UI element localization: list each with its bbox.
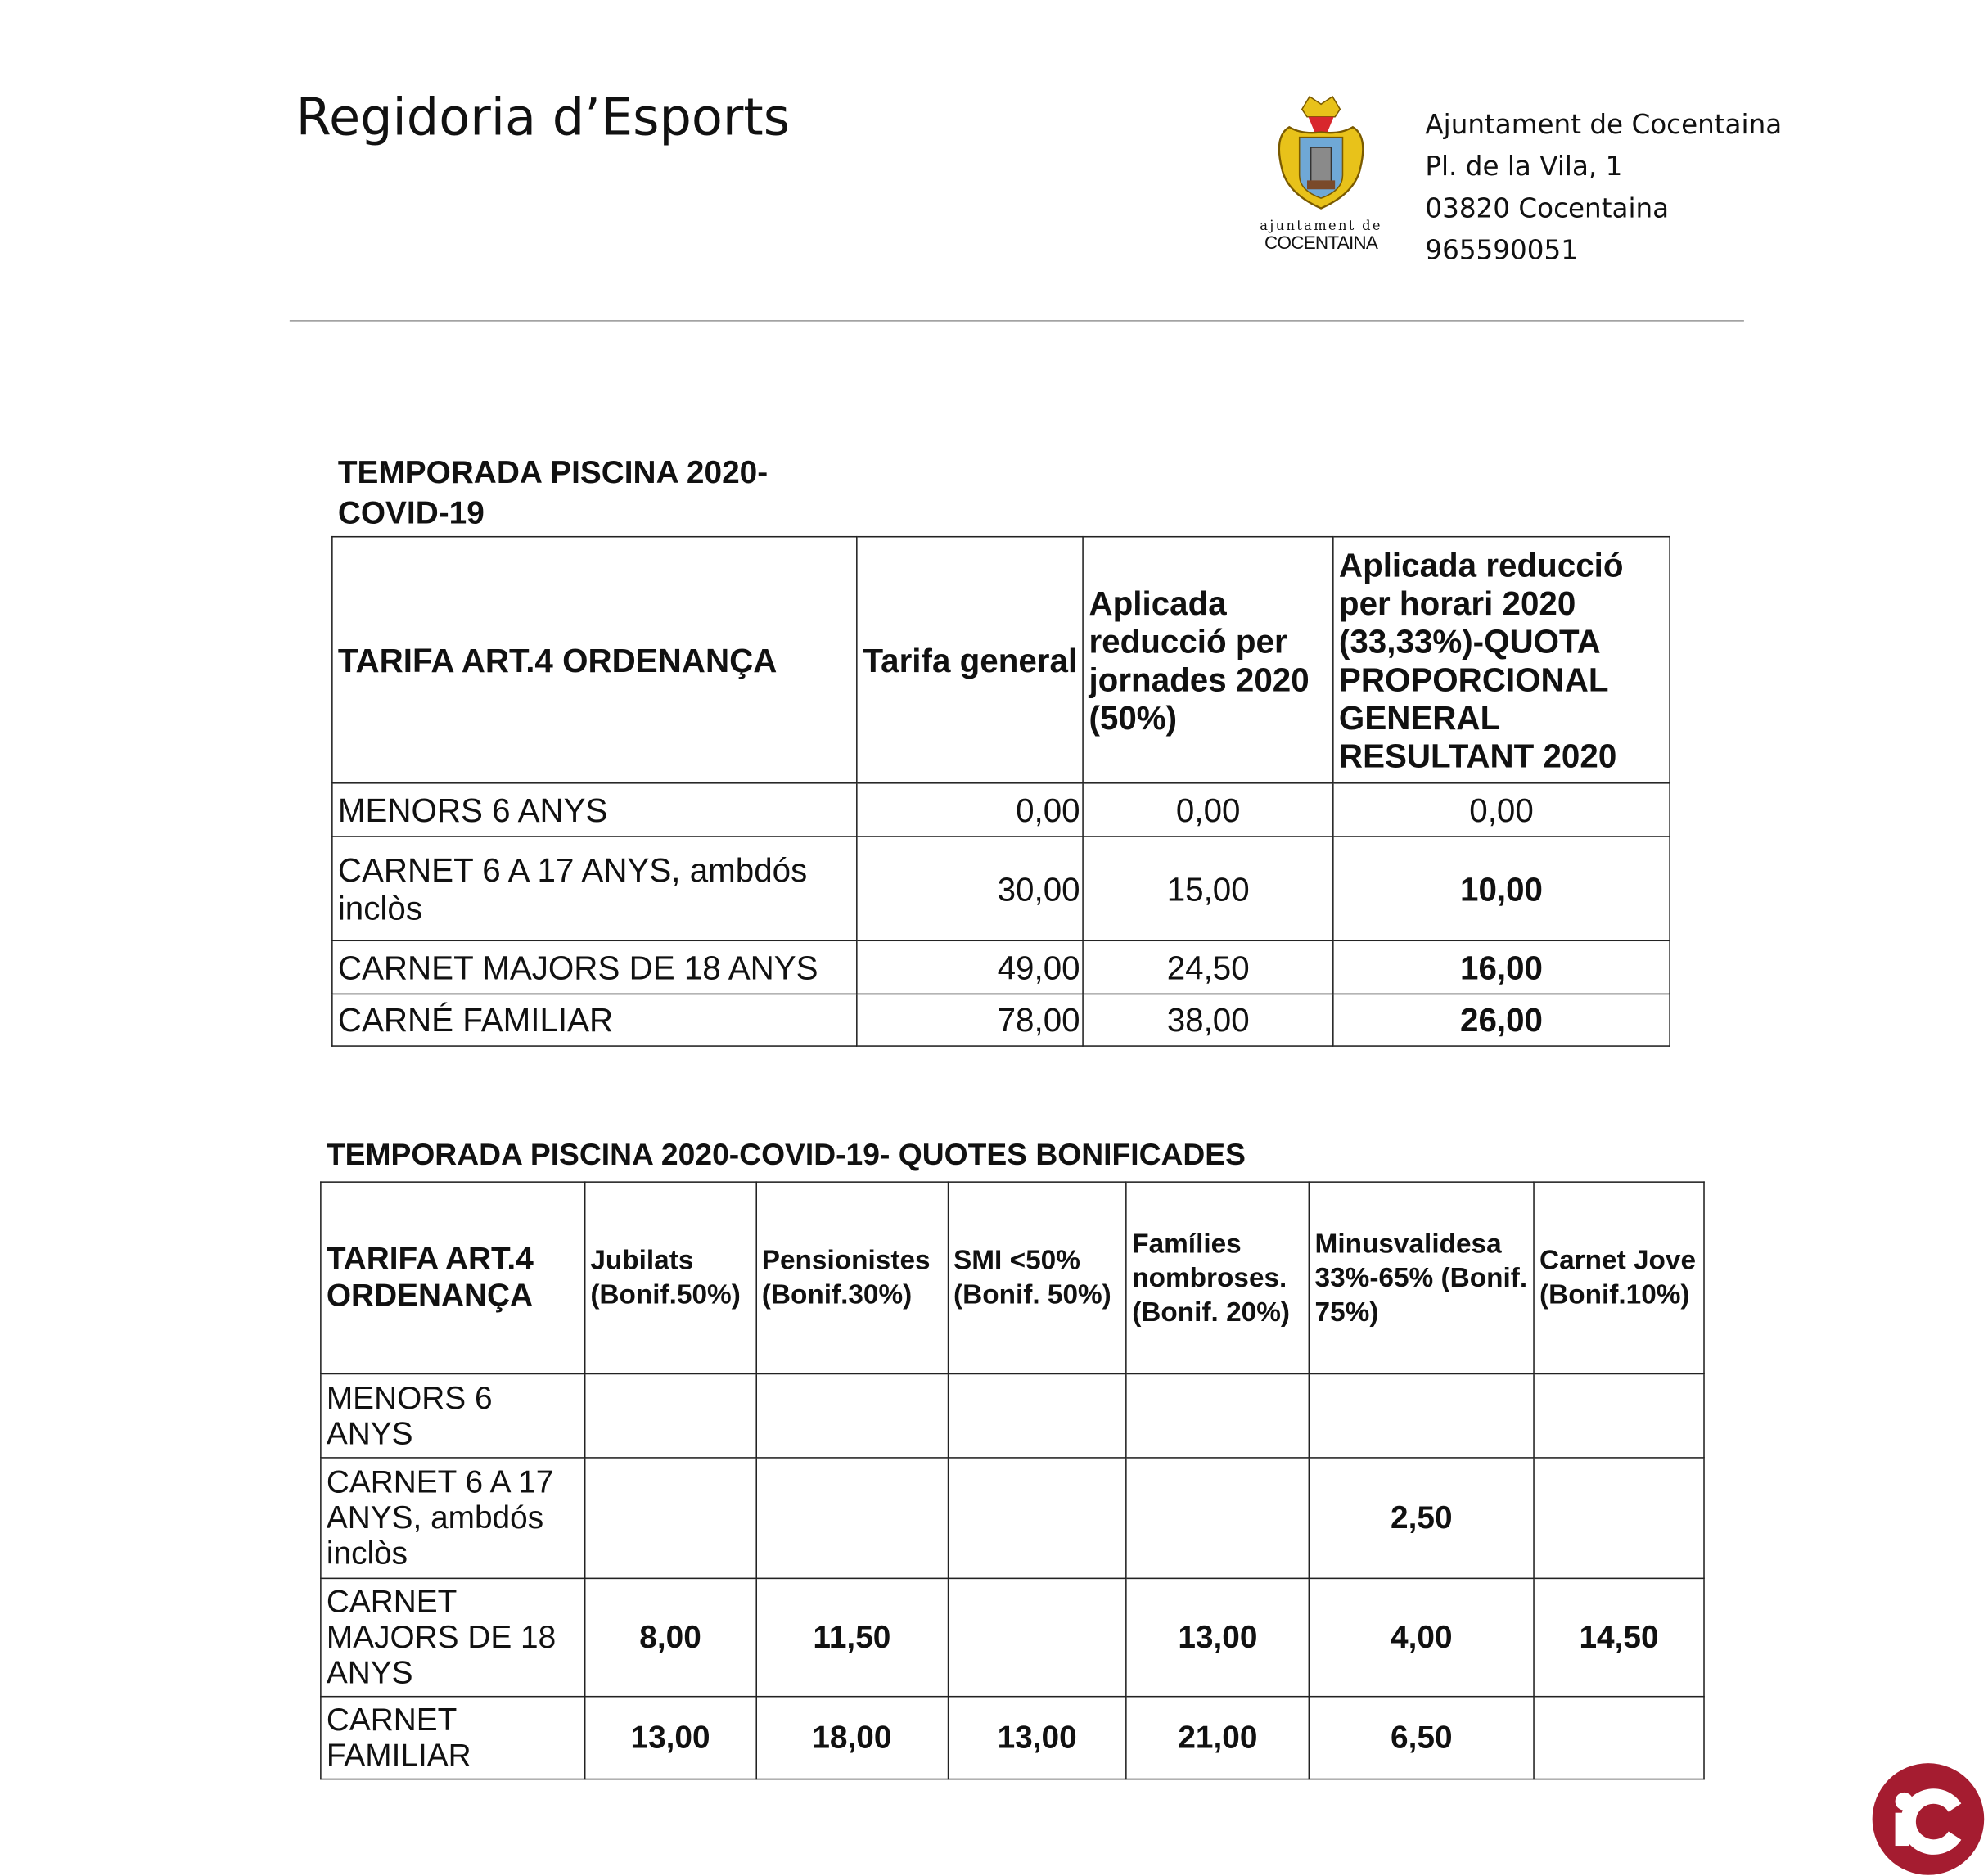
- cell: [947, 1577, 1127, 1698]
- row-label: MENORS 6 ANYS: [331, 782, 859, 837]
- cell: [1125, 1373, 1310, 1459]
- table-row: MENORS 6 ANYS 0,00 0,00 0,00: [331, 782, 1670, 837]
- table1-title-line: TEMPORADA PISCINA 2020-: [337, 454, 769, 491]
- divider: [289, 320, 1744, 322]
- cell: 18,00: [755, 1695, 949, 1780]
- cell: 4,00: [1308, 1577, 1535, 1698]
- cell: 38,00: [1082, 993, 1334, 1047]
- tariff-table: TARIFA ART.4 ORDENANÇA Tarifa general Ap…: [331, 535, 1670, 1047]
- address-line: 03820 Cocentaina: [1425, 192, 1670, 224]
- address-block: Ajuntament de Cocentaina Pl. de la Vila,…: [1425, 104, 1782, 272]
- cell: 21,00: [1125, 1695, 1310, 1780]
- row-label: MENORS 6 ANYS: [320, 1373, 586, 1459]
- address-line: Ajuntament de Cocentaina: [1425, 109, 1783, 140]
- table1-title-line: COVID-19: [337, 495, 485, 531]
- cell: 0,00: [856, 782, 1084, 837]
- cell: 0,00: [1332, 782, 1670, 837]
- cell: [1533, 1373, 1705, 1459]
- cell: 24,50: [1082, 940, 1334, 995]
- cell: [584, 1457, 757, 1580]
- row-label: CARNÉ FAMILIAR: [331, 993, 859, 1047]
- cell: 14,50: [1533, 1577, 1705, 1698]
- cell: 26,00: [1332, 993, 1670, 1047]
- header-cell: Pensionistes (Bonif.30%): [755, 1181, 949, 1375]
- header-cell: Jubilats (Bonif.50%): [584, 1181, 757, 1375]
- cell: 13,00: [1125, 1577, 1310, 1698]
- table-row: MENORS 6 ANYS: [320, 1373, 1705, 1459]
- table-row: CARNET MAJORS DE 18 ANYS 8,00 11,50 13,0…: [320, 1577, 1705, 1698]
- row-label: CARNET 6 A 17 ANYS, ambdós inclòs: [331, 836, 859, 942]
- logo-text-line2: COCENTAINA: [1264, 233, 1378, 255]
- header-cell: SMI <50% (Bonif. 50%): [947, 1181, 1127, 1375]
- header-cell: Famílies nombroses. (Bonif. 20%): [1125, 1181, 1310, 1375]
- table-row: CARNÉ FAMILIAR 78,00 38,00 26,00: [331, 993, 1670, 1047]
- cell: [1308, 1373, 1535, 1459]
- cell: 49,00: [856, 940, 1084, 995]
- row-label: CARNET MAJORS DE 18 ANYS: [331, 940, 859, 995]
- cell: 16,00: [1332, 940, 1670, 995]
- table-header-row: TARIFA ART.4 ORDENANÇA Jubilats (Bonif.5…: [320, 1181, 1705, 1375]
- table2-title: TEMPORADA PISCINA 2020-COVID-19- QUOTES …: [326, 1138, 1246, 1173]
- row-label: CARNET 6 A 17 ANYS, ambdós inclòs: [320, 1457, 586, 1580]
- logo-text-line1: ajuntament de: [1260, 218, 1382, 234]
- table-row: CARNET 6 A 17 ANYS, ambdós inclòs 2,50: [320, 1457, 1705, 1580]
- cell: 13,00: [947, 1695, 1127, 1780]
- ic-logo-icon: [1872, 1763, 1985, 1875]
- cell: 13,00: [584, 1695, 757, 1780]
- cell: 10,00: [1332, 836, 1670, 942]
- table-row: CARNET FAMILIAR 13,00 18,00 13,00 21,00 …: [320, 1695, 1705, 1780]
- cocentaina-coat-of-arms-logo: ajuntament de COCENTAINA: [1251, 92, 1391, 254]
- cell: [947, 1457, 1127, 1580]
- header-cell: Aplicada reducció per jornades 2020 (50%…: [1082, 535, 1334, 784]
- row-label: CARNET FAMILIAR: [320, 1695, 586, 1780]
- address-line: Pl. de la Vila, 1: [1425, 151, 1623, 182]
- header-cell: Carnet Jove (Bonif.10%): [1533, 1181, 1705, 1375]
- cell: [1533, 1695, 1705, 1780]
- table-header-row: TARIFA ART.4 ORDENANÇA Tarifa general Ap…: [331, 535, 1670, 784]
- cell: 15,00: [1082, 836, 1334, 942]
- phone: 965590051: [1425, 235, 1578, 266]
- header-cell: TARIFA ART.4 ORDENANÇA: [320, 1181, 586, 1375]
- table1-title: TEMPORADA PISCINA 2020- COVID-19: [338, 453, 768, 534]
- cell: 8,00: [584, 1577, 757, 1698]
- cell: 0,00: [1082, 782, 1334, 837]
- page-title: Regidoria d’Esports: [295, 88, 791, 148]
- cell: [755, 1373, 949, 1459]
- cell: 2,50: [1308, 1457, 1535, 1580]
- row-label: CARNET MAJORS DE 18 ANYS: [320, 1577, 586, 1698]
- header-cell: TARIFA ART.4 ORDENANÇA: [331, 535, 859, 784]
- header-cell: Minusvalidesa 33%-65% (Bonif. 75%): [1308, 1181, 1535, 1375]
- cell: [1125, 1457, 1310, 1580]
- cell: 11,50: [755, 1577, 949, 1698]
- cell: [755, 1457, 949, 1580]
- coat-of-arms-icon: [1278, 95, 1364, 210]
- table-row: CARNET 6 A 17 ANYS, ambdós inclòs 30,00 …: [331, 836, 1670, 942]
- header-cell: Aplicada reducció per horari 2020 (33,33…: [1332, 535, 1670, 784]
- cell: 30,00: [856, 836, 1084, 942]
- cell: [1533, 1457, 1705, 1580]
- cell: [947, 1373, 1127, 1459]
- discounted-tariff-table: TARIFA ART.4 ORDENANÇA Jubilats (Bonif.5…: [320, 1181, 1705, 1780]
- cell: [584, 1373, 757, 1459]
- table-row: CARNET MAJORS DE 18 ANYS 49,00 24,50 16,…: [331, 940, 1670, 995]
- header-cell: Tarifa general: [856, 535, 1084, 784]
- cell: 78,00: [856, 993, 1084, 1047]
- cell: 6,50: [1308, 1695, 1535, 1780]
